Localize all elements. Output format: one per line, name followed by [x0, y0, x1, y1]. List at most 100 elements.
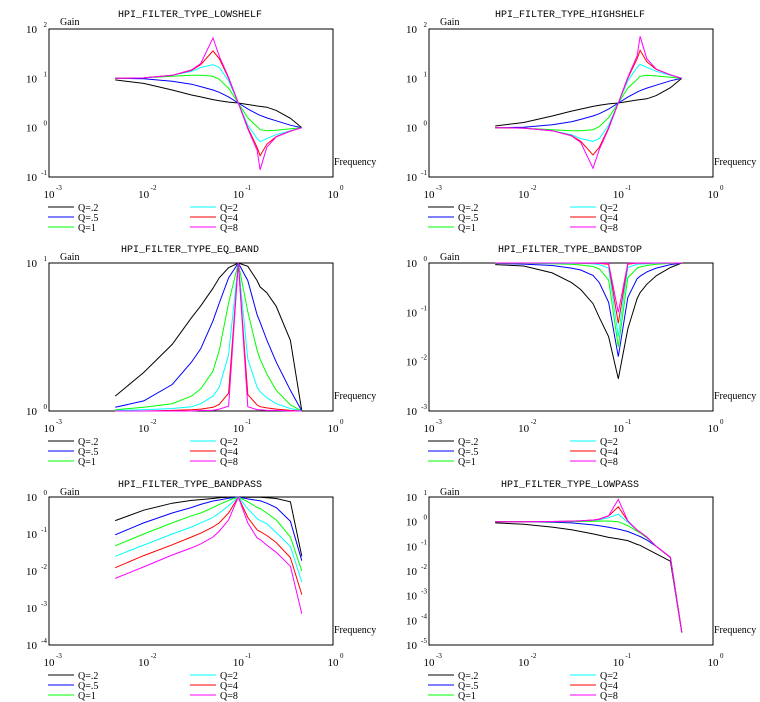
x-tick-base: 10 [233, 189, 245, 201]
chart-svg: HPI_FILTER_TYPE_LOWPASSGain110010-110-21… [406, 480, 756, 702]
legend-label: Q=1 [458, 691, 476, 702]
chart-title: HPI_FILTER_TYPE_HIGHSHELF [495, 10, 645, 21]
x-tick-exponent: 0 [340, 418, 344, 426]
y-axis-label: Gain [440, 487, 459, 498]
y-axis-label: Gain [440, 17, 459, 28]
y-tick-exponent: -1 [421, 169, 427, 177]
series-line [114, 262, 303, 412]
y-tick-base: 10 [26, 258, 38, 270]
y-axis-label: Gain [60, 17, 79, 28]
x-tick-base: 10 [328, 189, 340, 201]
y-tick-exponent: -5 [421, 637, 427, 645]
series-line [495, 506, 683, 633]
legend-label: Q=1 [78, 223, 96, 234]
legend-label: Q=2 [600, 437, 618, 448]
y-tick-base: 10 [26, 640, 38, 652]
y-tick-exponent: -3 [421, 403, 427, 411]
x-tick-base: 10 [44, 423, 56, 435]
y-tick-exponent: 1 [44, 70, 48, 78]
x-tick-exponent: -3 [56, 184, 62, 192]
series-line [115, 262, 302, 412]
x-axis-label: Frequency [334, 625, 376, 636]
legend-label: Q=1 [458, 457, 476, 468]
series-line [115, 262, 302, 412]
chart-svg: HPI_FILTER_TYPE_BANDPASSGain010-110-210-… [26, 480, 376, 702]
series-line [115, 77, 302, 129]
plot-frame [428, 28, 714, 178]
x-tick-exponent: 0 [340, 184, 344, 192]
plot-frame [48, 262, 334, 412]
series-line [495, 77, 683, 127]
y-tick-base: 10 [26, 123, 38, 135]
x-axis-label: Frequency [334, 391, 376, 402]
chart-title: HPI_FILTER_TYPE_LOWSHELF [118, 10, 262, 21]
y-tick-exponent: 1 [44, 255, 48, 263]
series-line [495, 262, 682, 337]
y-tick-base: 10 [406, 307, 418, 319]
x-axis-label: Frequency [714, 391, 756, 402]
y-tick-exponent: 0 [424, 120, 428, 128]
chart-svg: HPI_FILTER_TYPE_EQ_BANDGain110010-310-21… [26, 245, 376, 468]
chart-panel: HPI_FILTER_TYPE_BANDPASS Gain 0 10 -1 10 -2 10-… [0, 470, 380, 702]
y-tick-base: 10 [406, 123, 418, 135]
y-tick-exponent: 0 [424, 255, 428, 263]
series-line [495, 498, 683, 633]
y-axis-label: Gain [440, 252, 459, 263]
y-tick-exponent: -1 [41, 169, 47, 177]
x-tick-base: 10 [518, 189, 530, 201]
y-tick-base: 10 [406, 172, 418, 184]
legend-label: Q=.5 [458, 681, 478, 692]
plot-frame [428, 496, 714, 646]
chart-svg: HPI_FILTER_TYPE_HIGHSHELFGain210110010-1… [406, 10, 756, 234]
legend-label: Q=.2 [458, 437, 478, 448]
plot-frame [48, 496, 334, 646]
plot-frame [428, 262, 714, 412]
x-tick-base: 10 [518, 657, 530, 669]
legend-label: Q=2 [220, 203, 238, 214]
legend-label: Q=4 [220, 681, 238, 692]
x-tick-base: 10 [708, 657, 720, 669]
legend-label: Q=8 [600, 691, 618, 702]
series-line [115, 79, 303, 129]
legend-label: Q=.5 [78, 213, 98, 224]
y-tick-exponent: 0 [44, 403, 48, 411]
series-line [115, 262, 303, 412]
y-tick-base: 10 [26, 566, 38, 578]
y-axis-label: Gain [60, 487, 79, 498]
x-tick-exponent: -2 [531, 418, 537, 426]
y-tick-exponent: -1 [421, 304, 427, 312]
series-line [495, 77, 682, 129]
plot-frame [48, 28, 334, 178]
x-tick-exponent: -3 [56, 418, 62, 426]
y-tick-base: 10 [406, 492, 418, 504]
y-tick-exponent: 0 [424, 514, 428, 522]
chart-svg: HPI_FILTER_TYPE_BANDSTOPGain010-110-210-… [406, 245, 756, 468]
y-tick-exponent: -3 [421, 588, 427, 596]
y-tick-base: 10 [26, 172, 38, 184]
series-line [495, 521, 683, 633]
x-axis-label: Frequency [714, 625, 756, 636]
series-line [495, 74, 682, 132]
series-line [495, 513, 683, 633]
legend-label: Q=1 [78, 691, 96, 702]
y-tick-base: 10 [406, 517, 418, 529]
legend-label: Q=1 [458, 223, 476, 234]
y-tick-exponent: -2 [421, 354, 427, 362]
x-tick-exponent: -1 [245, 184, 251, 192]
legend-label: Q=8 [600, 457, 618, 468]
x-tick-exponent: -2 [151, 184, 157, 192]
chart-title: HPI_FILTER_TYPE_BANDSTOP [498, 245, 642, 256]
y-tick-exponent: 0 [44, 489, 48, 497]
legend-label: Q=4 [220, 447, 238, 458]
y-tick-exponent: 1 [424, 489, 428, 497]
x-tick-exponent: 0 [340, 652, 344, 660]
x-tick-exponent: -1 [625, 418, 631, 426]
chart-panel: HPI_FILTER_TYPE_LOWPASS Gain 1 10 0 10 -1 10 -2 1… [380, 470, 760, 702]
x-tick-exponent: -1 [625, 652, 631, 660]
y-tick-base: 10 [406, 640, 418, 652]
legend-label: Q=4 [600, 447, 618, 458]
y-tick-exponent: 2 [44, 21, 48, 29]
x-tick-base: 10 [424, 423, 436, 435]
y-tick-exponent: -1 [421, 538, 427, 546]
